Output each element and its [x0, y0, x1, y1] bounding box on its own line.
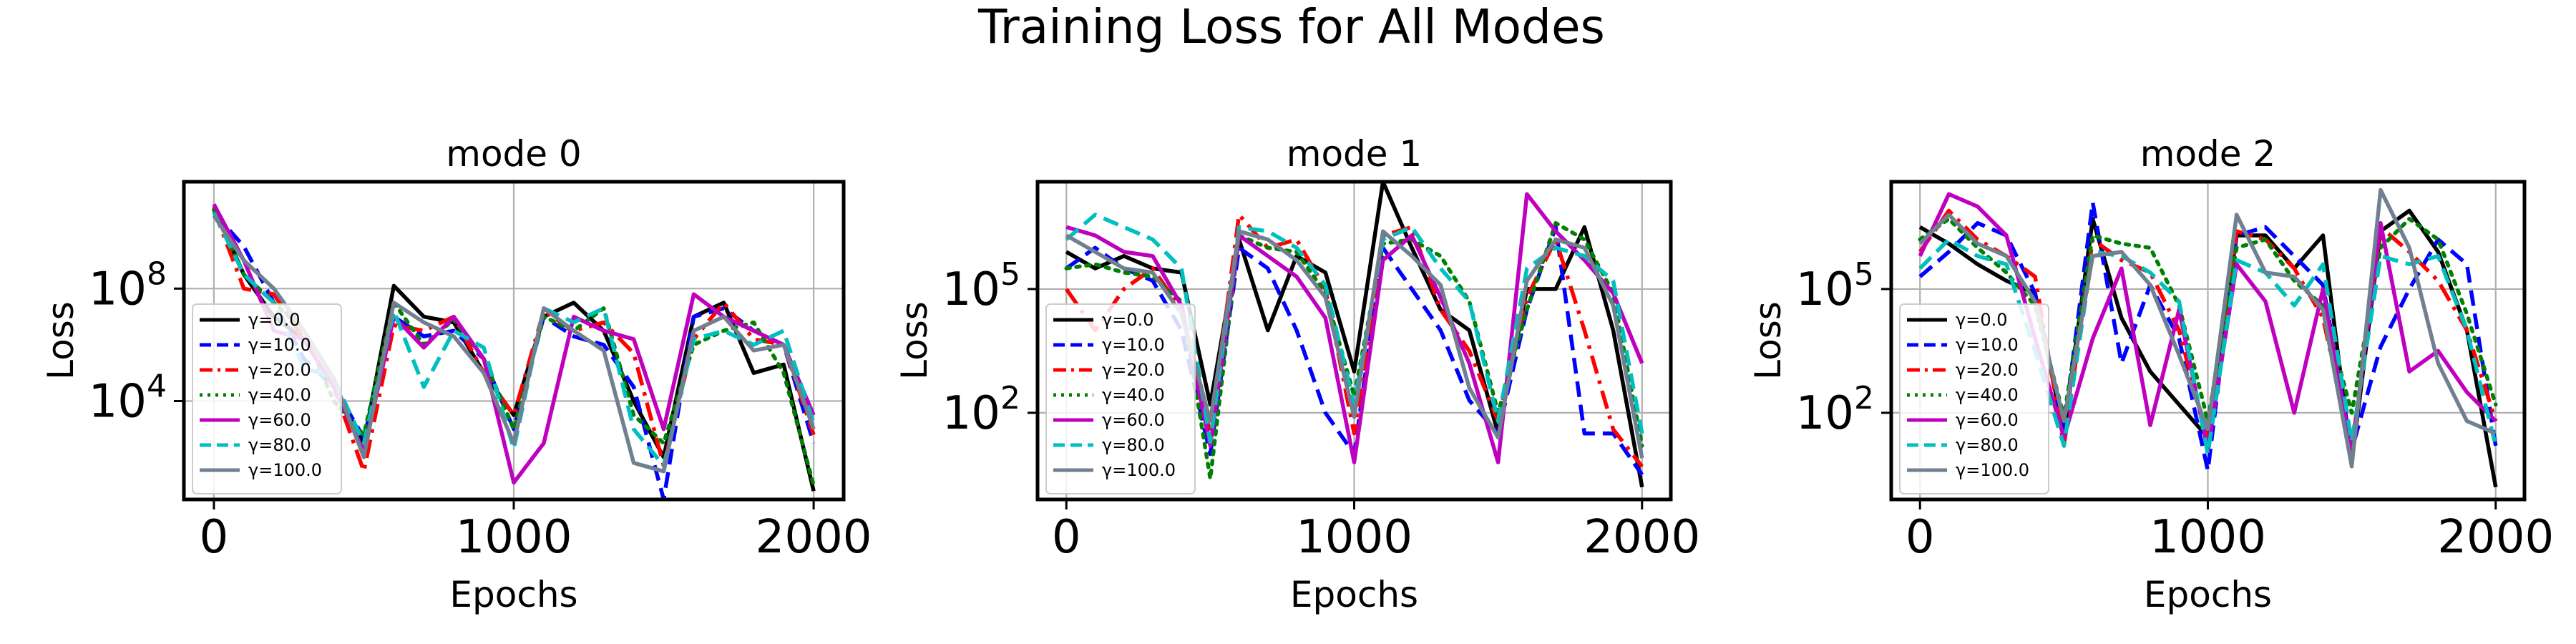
subplot-1: 0 1000 2000 105 102 mode 1 Epochs Loss γ=0.0 γ=10…	[894, 133, 1700, 615]
series-lines	[1918, 187, 2498, 488]
legend: γ=0.0 γ=10.0 γ=20.0 γ=40.0 γ=60.0 γ=80.0 γ=100…	[1899, 303, 2049, 494]
legend-label: γ=100.0	[1102, 460, 1176, 480]
y-axis-label: Loss	[894, 301, 935, 380]
y-tick-label: 102	[942, 380, 1020, 440]
x-tick-label: 0	[1906, 511, 1935, 564]
subplot-title: mode 1	[1287, 133, 1423, 175]
subplot-title: mode 0	[446, 133, 582, 175]
series-lines	[1064, 182, 1644, 488]
legend: γ=0.0 γ=10.0 γ=20.0 γ=40.0 γ=60.0 γ=80.0 γ=100…	[192, 303, 342, 494]
legend-label: γ=80.0	[1956, 435, 2019, 455]
y-axis-label: Loss	[1747, 301, 1789, 380]
legend-label: γ=60.0	[248, 410, 311, 430]
legend-label: γ=60.0	[1956, 410, 2019, 430]
x-tick-label: 1000	[2150, 511, 2266, 564]
legend-label: γ=0.0	[248, 310, 300, 330]
x-axis-label: Epochs	[449, 574, 577, 615]
y-tick-label: 104	[89, 368, 167, 428]
legend-label: γ=40.0	[1956, 385, 2019, 405]
subplot-0: 0 1000 2000 108 104 mode 0 Epochs Loss γ=0.0 γ=10…	[40, 133, 872, 615]
y-tick-label: 105	[1796, 256, 1874, 316]
legend-box	[1899, 303, 2049, 494]
y-axis-label: Loss	[40, 301, 82, 380]
legend-label: γ=60.0	[1102, 410, 1165, 430]
legend-label: γ=10.0	[248, 335, 311, 355]
series-line-6	[1065, 229, 1644, 459]
x-tick-label: 2000	[756, 511, 872, 564]
series-line-6	[1918, 187, 2497, 469]
y-tick-label: 108	[89, 255, 167, 316]
legend: γ=0.0 γ=10.0 γ=20.0 γ=40.0 γ=60.0 γ=80.0 γ=100…	[1045, 303, 1196, 494]
legend-box	[1045, 303, 1196, 494]
x-tick-label: 1000	[456, 511, 572, 564]
legend-label: γ=100.0	[1956, 460, 2029, 480]
legend-label: γ=20.0	[1102, 360, 1165, 380]
x-tick-label: 0	[200, 511, 229, 564]
subplot-title: mode 2	[2140, 133, 2276, 175]
x-tick-label: 2000	[1584, 511, 1700, 564]
series-line-2	[1064, 213, 1644, 468]
legend-label: γ=20.0	[248, 360, 311, 380]
legend-label: γ=100.0	[248, 460, 322, 480]
legend-label: γ=10.0	[1102, 335, 1165, 355]
legend-label: γ=0.0	[1956, 310, 2007, 330]
legend-label: γ=10.0	[1956, 335, 2019, 355]
subplot-2: 0 1000 2000 105 102 mode 2 Epochs Loss γ=0.0 γ=10…	[1747, 133, 2554, 615]
x-tick-label: 2000	[2437, 511, 2554, 564]
series-line-1	[1918, 200, 2498, 473]
legend-label: γ=40.0	[248, 385, 311, 405]
x-tick-label: 1000	[1296, 511, 1413, 564]
legend-label: γ=80.0	[1102, 435, 1165, 455]
legend-label: γ=0.0	[1102, 310, 1153, 330]
x-axis-label: Epochs	[2144, 574, 2272, 615]
x-tick-label: 0	[1052, 511, 1081, 564]
y-tick-label: 102	[1796, 380, 1874, 440]
x-axis-label: Epochs	[1290, 574, 1418, 615]
legend-box	[192, 303, 342, 494]
figure-title: Training Loss for All Modes	[977, 0, 1605, 54]
legend-label: γ=80.0	[248, 435, 311, 455]
subplots-group: 0 1000 2000 108 104 mode 0 Epochs Loss γ=0.0 γ=10…	[40, 133, 2554, 615]
y-tick-label: 105	[942, 256, 1020, 316]
series-line-4	[1065, 192, 1644, 464]
legend-label: γ=40.0	[1102, 385, 1165, 405]
legend-label: γ=20.0	[1956, 360, 2019, 380]
